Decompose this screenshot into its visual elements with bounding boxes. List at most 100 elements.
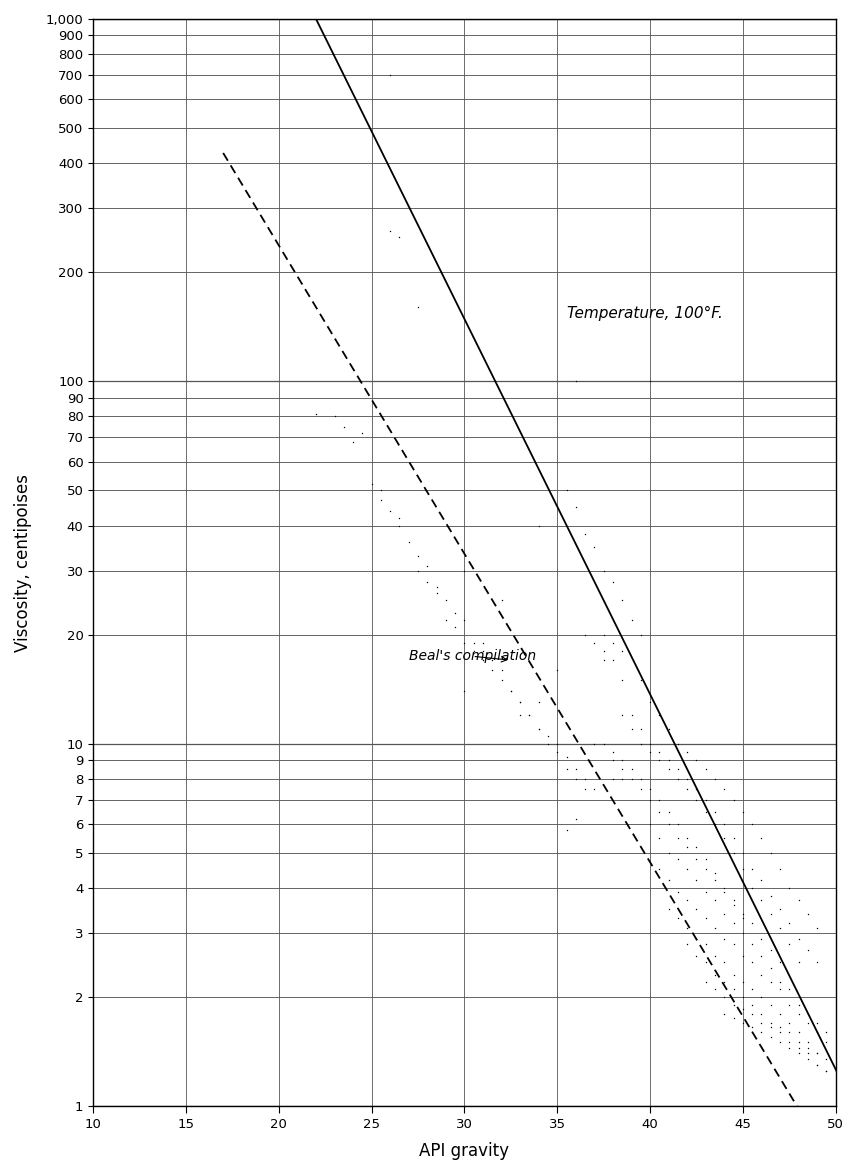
Point — [782, 913, 796, 932]
Point — [588, 735, 601, 754]
Point — [662, 751, 675, 770]
Point — [727, 891, 740, 910]
Point — [819, 1023, 833, 1041]
Point — [773, 952, 787, 971]
Point — [727, 790, 740, 809]
Point — [355, 424, 369, 443]
Point — [792, 1038, 806, 1057]
Point — [523, 706, 536, 724]
Point — [801, 1013, 815, 1032]
Point — [754, 929, 768, 947]
Point — [746, 815, 759, 834]
Point — [662, 720, 675, 738]
Point — [801, 1033, 815, 1052]
Point — [597, 642, 611, 661]
Point — [736, 904, 750, 923]
Point — [625, 760, 638, 778]
Point — [727, 843, 740, 862]
Point — [717, 829, 731, 848]
Point — [727, 913, 740, 932]
Point — [476, 633, 490, 652]
Point — [708, 769, 722, 788]
Y-axis label: Viscosity, centipoises: Viscosity, centipoises — [14, 473, 32, 652]
Point — [615, 751, 629, 770]
Point — [606, 769, 619, 788]
Point — [615, 642, 629, 661]
Point — [559, 760, 573, 778]
Point — [393, 508, 407, 527]
Point — [625, 706, 638, 724]
Point — [708, 871, 722, 890]
Point — [792, 929, 806, 947]
Point — [615, 769, 629, 788]
Point — [708, 919, 722, 938]
Point — [801, 1050, 815, 1068]
Point — [467, 642, 480, 661]
Point — [690, 751, 704, 770]
Point — [606, 751, 619, 770]
Point — [309, 405, 323, 424]
Point — [662, 843, 675, 862]
Point — [690, 899, 704, 918]
Point — [634, 735, 648, 754]
X-axis label: API gravity: API gravity — [420, 1142, 510, 1160]
Point — [736, 909, 750, 927]
Point — [625, 769, 638, 788]
Point — [810, 952, 824, 971]
Point — [644, 735, 657, 754]
Point — [690, 946, 704, 965]
Point — [810, 1023, 824, 1041]
Point — [680, 837, 694, 856]
Point — [717, 780, 731, 798]
Point — [792, 1033, 806, 1052]
Point — [773, 919, 787, 938]
Point — [680, 829, 694, 848]
Point — [736, 924, 750, 943]
Point — [717, 815, 731, 834]
Point — [615, 591, 629, 609]
Point — [708, 891, 722, 910]
Point — [420, 572, 434, 591]
Point — [746, 1018, 759, 1037]
Point — [736, 987, 750, 1006]
Point — [764, 886, 777, 905]
Point — [699, 952, 713, 971]
Point — [699, 883, 713, 902]
Point — [495, 661, 509, 680]
Point — [569, 810, 583, 829]
Point — [662, 899, 675, 918]
Point — [588, 538, 601, 556]
Point — [550, 661, 564, 680]
Point — [495, 670, 509, 689]
Point — [736, 802, 750, 821]
Point — [559, 748, 573, 767]
Point — [746, 935, 759, 953]
Point — [449, 603, 462, 622]
Point — [457, 681, 471, 700]
Point — [559, 821, 573, 839]
Point — [801, 940, 815, 959]
Point — [439, 610, 453, 629]
Point — [347, 433, 360, 452]
Point — [634, 670, 648, 689]
Point — [588, 780, 601, 798]
Point — [662, 802, 675, 821]
Point — [495, 591, 509, 609]
Point — [727, 935, 740, 953]
Point — [717, 973, 731, 992]
Point — [819, 1050, 833, 1068]
Point — [449, 618, 462, 636]
Point — [652, 751, 666, 770]
Point — [792, 952, 806, 971]
Point — [384, 66, 397, 85]
Point — [690, 780, 704, 798]
Point — [782, 980, 796, 999]
Point — [736, 946, 750, 965]
Point — [690, 837, 704, 856]
Point — [792, 891, 806, 910]
Text: Beal's compilation: Beal's compilation — [408, 649, 536, 663]
Point — [504, 681, 517, 700]
Point — [764, 904, 777, 923]
Point — [680, 769, 694, 788]
Point — [708, 815, 722, 834]
